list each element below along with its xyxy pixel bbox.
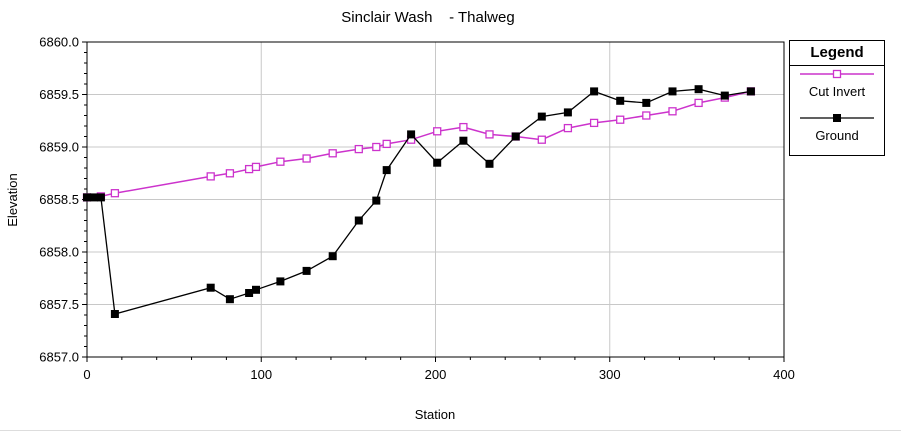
bottom-divider xyxy=(0,430,901,431)
data-point-cut-invert xyxy=(642,111,651,120)
chart-title: Sinclair Wash - Thalweg xyxy=(341,9,514,26)
series-line-ground xyxy=(87,88,752,315)
data-point-ground xyxy=(590,87,599,96)
data-point-ground xyxy=(276,277,285,286)
data-point-ground xyxy=(485,159,494,168)
data-point-ground xyxy=(372,196,381,205)
y-tick-label: 6857.0 xyxy=(39,350,79,365)
data-point-cut-invert xyxy=(372,142,381,152)
data-point-cut-invert xyxy=(382,139,391,149)
grid-lines xyxy=(87,42,784,357)
y-tick-label: 6857.5 xyxy=(39,297,79,312)
data-point-ground xyxy=(328,252,337,261)
data-point-cut-invert xyxy=(433,127,442,136)
data-point-ground xyxy=(83,193,91,202)
data-point-cut-invert xyxy=(616,115,625,124)
y-tick-label: 6858.0 xyxy=(39,245,79,260)
data-point-ground xyxy=(110,310,119,318)
data-point-ground xyxy=(511,132,520,141)
legend-label-cut-invert: Cut Invert xyxy=(808,84,866,99)
data-point-ground xyxy=(407,130,416,139)
data-point-cut-invert xyxy=(563,123,573,133)
data-point-ground xyxy=(206,283,215,292)
y-axis-label: Elevation xyxy=(5,173,20,226)
x-tick-label: 0 xyxy=(83,367,90,382)
data-point-cut-invert xyxy=(276,157,285,166)
data-point-cut-invert xyxy=(302,154,311,163)
y-tick-label: 6858.5 xyxy=(39,192,79,207)
x-tick-label: 200 xyxy=(425,367,447,382)
legend[interactable]: Legend Cut Invert Ground xyxy=(789,40,885,156)
data-point-ground xyxy=(302,266,311,275)
data-point-ground xyxy=(537,112,546,121)
data-point-ground xyxy=(459,136,468,145)
legend-entry-cut-invert: Cut Invert xyxy=(790,66,884,110)
y-tick-label: 6859.5 xyxy=(39,87,79,102)
legend-title: Legend xyxy=(790,41,884,66)
series-group xyxy=(82,85,756,318)
legend-label-ground: Ground xyxy=(815,128,859,143)
data-point-cut-invert xyxy=(251,162,261,172)
legend-entry-ground: Ground xyxy=(790,110,884,154)
data-point-cut-invert xyxy=(694,98,703,108)
data-point-cut-invert xyxy=(537,135,546,144)
data-point-cut-invert xyxy=(668,107,677,116)
data-point-cut-invert xyxy=(485,130,494,139)
data-point-ground xyxy=(616,96,625,105)
data-point-cut-invert xyxy=(459,122,468,132)
series-line-cut-invert xyxy=(86,90,752,199)
y-tick-label: 6859.0 xyxy=(39,140,79,155)
data-point-ground xyxy=(225,295,234,304)
data-point-cut-invert xyxy=(225,169,235,178)
data-point-ground xyxy=(694,85,703,94)
x-tick-label: 300 xyxy=(599,367,621,382)
data-point-ground xyxy=(642,98,651,107)
data-point-ground xyxy=(433,158,442,167)
data-point-ground xyxy=(563,108,572,117)
data-point-ground xyxy=(96,193,105,202)
x-tick-label: 100 xyxy=(250,367,272,382)
x-tick-label: 400 xyxy=(773,367,795,382)
legend-swatch-ground xyxy=(800,114,874,122)
data-point-ground xyxy=(90,193,98,202)
y-tick-label: 6860.0 xyxy=(39,35,79,50)
data-point-cut-invert xyxy=(354,144,363,154)
data-point-cut-invert xyxy=(206,172,215,181)
axis-ticks: 0 100 200 300 400 6857.0 6857.5 6858.0 6858.5 685… xyxy=(39,35,795,383)
data-point-cut-invert xyxy=(110,189,120,198)
data-point-ground xyxy=(382,166,391,175)
data-point-ground xyxy=(245,289,254,297)
data-point-ground xyxy=(354,216,363,225)
data-point-ground xyxy=(668,87,677,96)
data-point-cut-invert xyxy=(244,164,254,174)
data-point-cut-invert xyxy=(589,118,599,128)
legend-swatch-cut-invert xyxy=(800,69,874,79)
data-point-cut-invert xyxy=(328,149,337,158)
data-point-ground xyxy=(720,91,729,100)
data-point-ground xyxy=(746,87,755,96)
data-point-ground xyxy=(252,285,260,294)
x-axis-label: Station xyxy=(415,407,455,422)
